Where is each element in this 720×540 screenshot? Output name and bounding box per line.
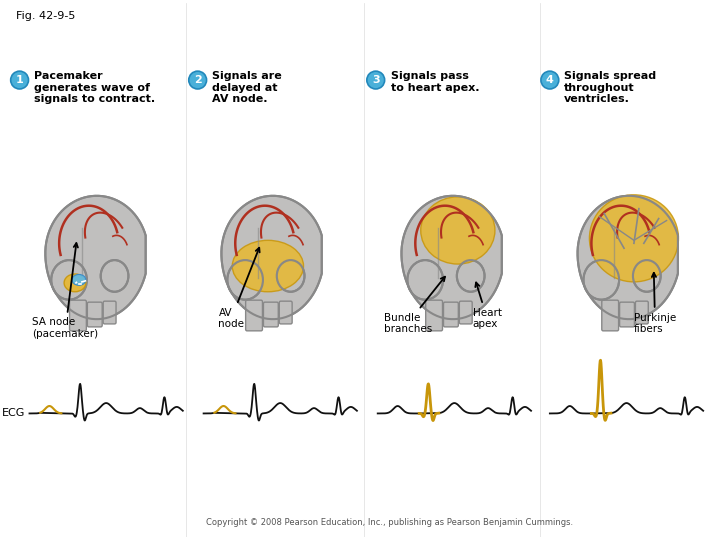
Circle shape: [366, 71, 384, 89]
Ellipse shape: [72, 274, 86, 285]
Polygon shape: [222, 196, 322, 319]
Text: Signals are
delayed at
AV node.: Signals are delayed at AV node.: [212, 71, 282, 104]
Ellipse shape: [633, 260, 661, 292]
Polygon shape: [402, 196, 502, 319]
FancyBboxPatch shape: [620, 302, 634, 327]
Text: 2: 2: [194, 75, 202, 85]
Polygon shape: [577, 196, 678, 319]
FancyBboxPatch shape: [70, 300, 86, 331]
Text: 1: 1: [16, 75, 24, 85]
Ellipse shape: [590, 195, 678, 282]
Ellipse shape: [420, 197, 495, 264]
FancyBboxPatch shape: [444, 302, 459, 327]
FancyBboxPatch shape: [426, 300, 443, 331]
Ellipse shape: [64, 274, 86, 292]
Text: ECG: ECG: [2, 408, 25, 418]
Text: Heart
apex: Heart apex: [472, 282, 502, 329]
Ellipse shape: [101, 260, 128, 292]
FancyBboxPatch shape: [87, 302, 102, 327]
Text: 3: 3: [372, 75, 379, 85]
FancyBboxPatch shape: [602, 300, 618, 331]
Text: SA node
(pacemaker): SA node (pacemaker): [32, 243, 99, 339]
Text: Signals spread
throughout
ventricles.: Signals spread throughout ventricles.: [564, 71, 656, 104]
FancyBboxPatch shape: [246, 300, 263, 331]
Text: Bundle
branches: Bundle branches: [384, 276, 445, 334]
Ellipse shape: [228, 260, 263, 300]
Circle shape: [11, 71, 29, 89]
Text: Signals pass
to heart apex.: Signals pass to heart apex.: [390, 71, 479, 93]
Text: Fig. 42-9-5: Fig. 42-9-5: [16, 11, 75, 21]
Text: Copyright © 2008 Pearson Education, Inc., publishing as Pearson Benjamin Cumming: Copyright © 2008 Pearson Education, Inc.…: [206, 518, 572, 527]
Ellipse shape: [583, 260, 619, 300]
Polygon shape: [45, 196, 145, 319]
FancyBboxPatch shape: [103, 301, 116, 324]
Text: AV
node: AV node: [218, 248, 260, 329]
Ellipse shape: [408, 260, 443, 300]
Text: Pacemaker
generates wave of
signals to contract.: Pacemaker generates wave of signals to c…: [35, 71, 156, 104]
Ellipse shape: [51, 260, 87, 300]
FancyBboxPatch shape: [459, 301, 472, 324]
Ellipse shape: [457, 260, 485, 292]
FancyBboxPatch shape: [636, 301, 648, 324]
Ellipse shape: [276, 260, 305, 292]
Circle shape: [189, 71, 207, 89]
Text: Purkinje
fibers: Purkinje fibers: [634, 273, 676, 334]
Text: 4: 4: [546, 75, 554, 85]
FancyBboxPatch shape: [264, 302, 279, 327]
FancyBboxPatch shape: [279, 301, 292, 324]
Ellipse shape: [233, 240, 304, 292]
Circle shape: [541, 71, 559, 89]
